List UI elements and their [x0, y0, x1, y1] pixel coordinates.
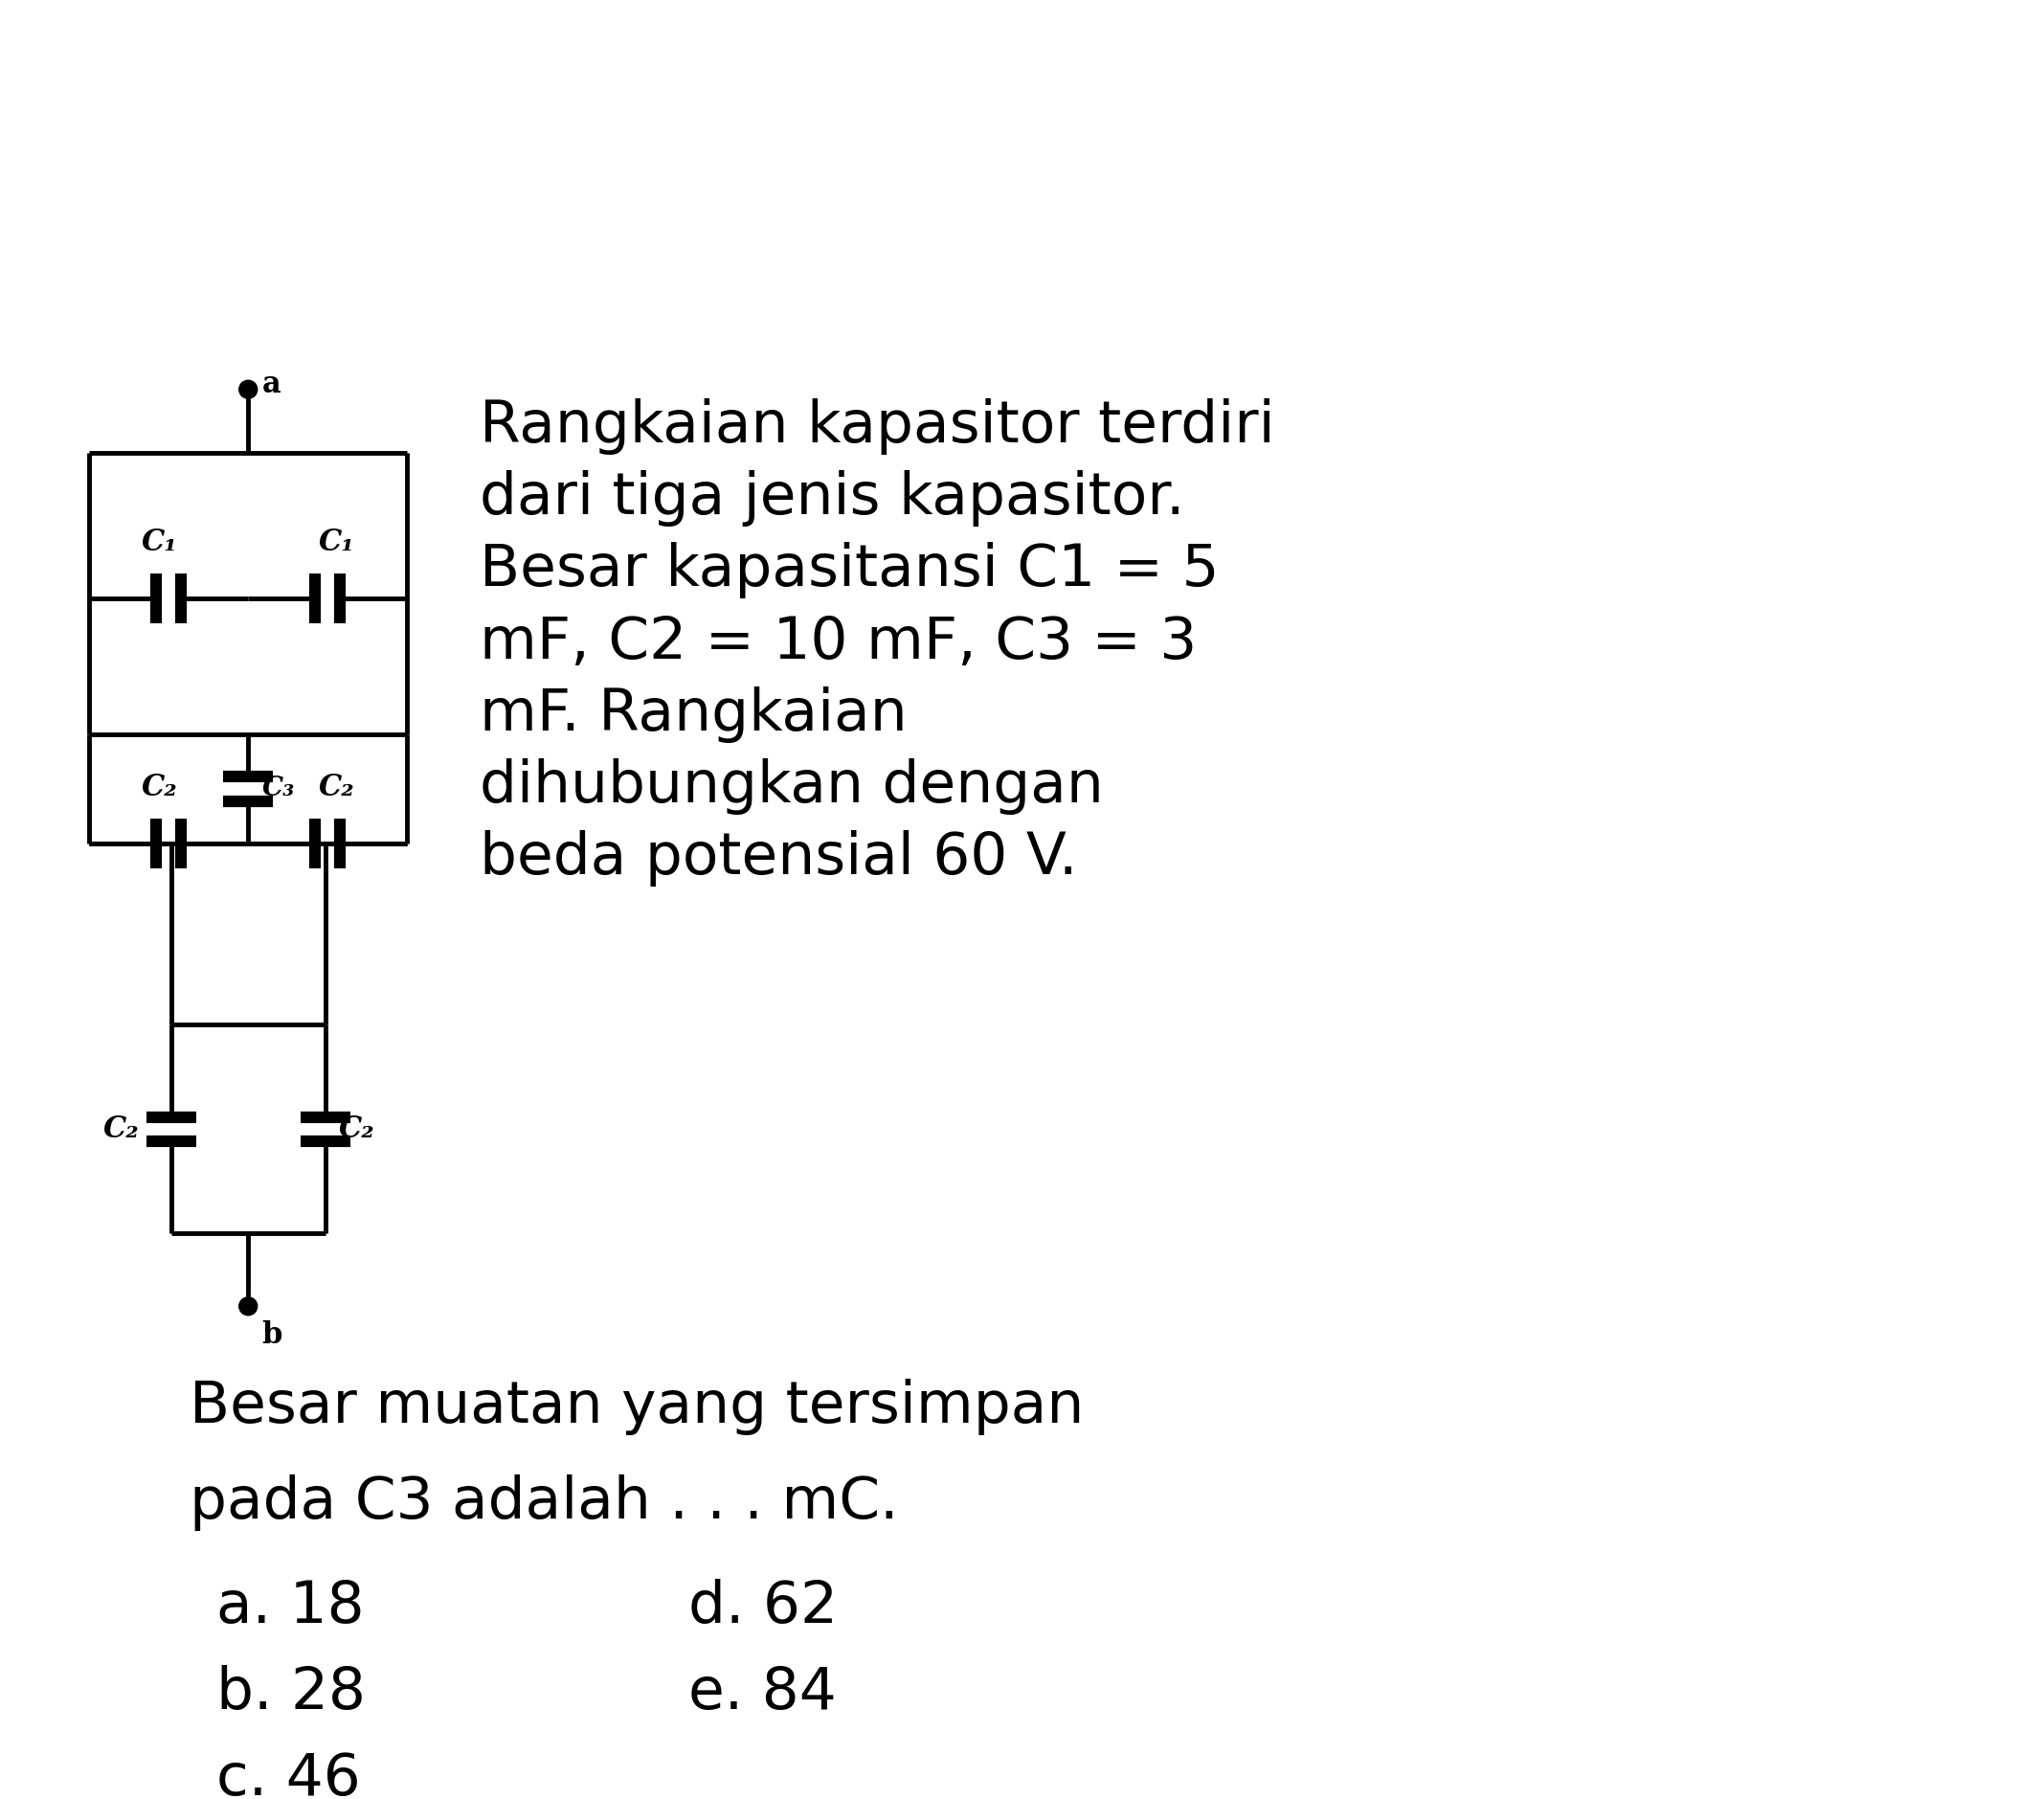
Text: C₂: C₂: [339, 1114, 374, 1144]
Text: a. 18: a. 18: [217, 1578, 364, 1635]
Text: C₁: C₁: [319, 527, 356, 558]
Text: C₁: C₁: [141, 527, 178, 558]
Text: C₂: C₂: [319, 774, 356, 802]
Text: a: a: [262, 371, 280, 399]
Text: pada C3 adalah . . . mC.: pada C3 adalah . . . mC.: [190, 1473, 897, 1531]
Circle shape: [239, 380, 258, 399]
Text: b. 28: b. 28: [217, 1664, 366, 1722]
Text: Besar muatan yang tersimpan: Besar muatan yang tersimpan: [190, 1378, 1083, 1436]
Text: C₂: C₂: [141, 774, 178, 802]
Text: b: b: [262, 1320, 282, 1349]
Text: c. 46: c. 46: [217, 1750, 360, 1799]
Text: C₃: C₃: [262, 775, 294, 802]
Circle shape: [239, 1297, 258, 1315]
Text: d. 62: d. 62: [689, 1578, 838, 1635]
Text: C₂: C₂: [104, 1114, 139, 1144]
Text: Rangkaian kapasitor terdiri
dari tiga jenis kapasitor.
Besar kapasitansi C1 = 5
: Rangkaian kapasitor terdiri dari tiga je…: [480, 399, 1275, 887]
Text: e. 84: e. 84: [689, 1664, 836, 1722]
